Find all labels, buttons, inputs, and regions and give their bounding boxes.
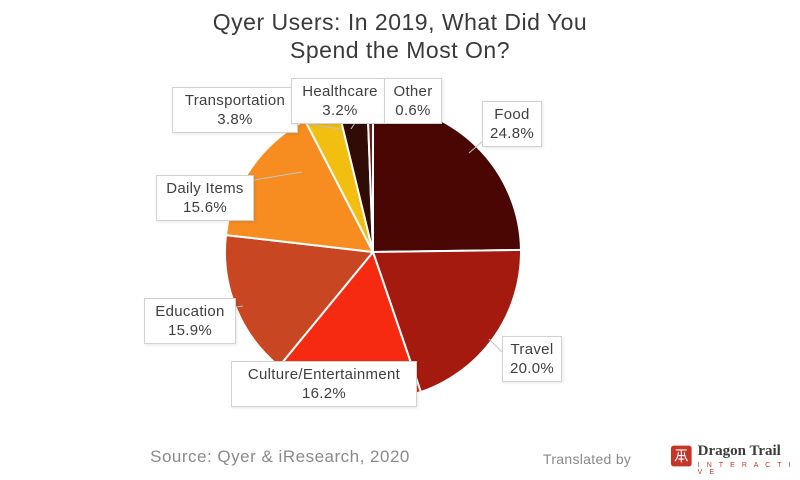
slice-label: Healthcare [302, 83, 378, 100]
logo-subtitle: I N T E R A C T I V E [697, 462, 794, 476]
slice-pct: 15.9% [167, 322, 213, 340]
slice-pct: 16.2% [301, 385, 347, 403]
chart-title-line2: Spend the Most On? [290, 37, 510, 64]
slice-pct: 24.8% [489, 125, 535, 143]
callout-travel: Travel 20.0% [502, 336, 562, 383]
source-note: Source: Qyer & iResearch, 2020 [150, 447, 410, 466]
callout-education: Education 15.9% [144, 298, 236, 345]
leader-food [468, 139, 485, 154]
dragon-trail-seal-icon [671, 445, 692, 467]
slice-pct: 20.0% [509, 360, 555, 378]
logo-text-block: Dragon Trail I N T E R A C T I V E [697, 443, 800, 477]
slice-label: Education [155, 303, 225, 320]
slice-pct: 0.6% [395, 102, 431, 120]
leader-travel [488, 338, 503, 353]
slice-pct: 3.8% [217, 111, 253, 129]
translated-by-text: Translated by [543, 451, 632, 467]
slice-pct: 3.2% [322, 102, 358, 120]
slice-label: Food [494, 106, 530, 123]
callout-other: Other 0.6% [384, 78, 442, 125]
logo-name: Dragon Trail [697, 443, 781, 459]
callout-culture-entertainment: Culture/Entertainment 16.2% [231, 361, 417, 408]
pie-slices-group [224, 102, 522, 401]
chart-title-line1: Qyer Users: In 2019, What Did You [212, 9, 588, 35]
slice-label: Other [393, 83, 433, 100]
callout-transportation: Transportation 3.8% [172, 87, 298, 134]
callout-daily-items: Daily Items 15.6% [156, 175, 254, 222]
callout-food: Food 24.8% [482, 101, 542, 148]
slice-pct: 15.6% [182, 199, 228, 217]
slice-label: Transportation [184, 92, 286, 109]
slice-label: Daily Items [166, 180, 244, 197]
callout-healthcare: Healthcare 3.2% [291, 78, 389, 125]
slice-label: Travel [510, 341, 554, 358]
slice-label: Culture/Entertainment [247, 366, 401, 383]
chart-title: Qyer Users: In 2019, What Did You Spend … [0, 8, 800, 64]
pie-slice-travel [372, 248, 522, 394]
dragon-trail-logo: Dragon Trail I N T E R A C T I V E [671, 444, 800, 476]
